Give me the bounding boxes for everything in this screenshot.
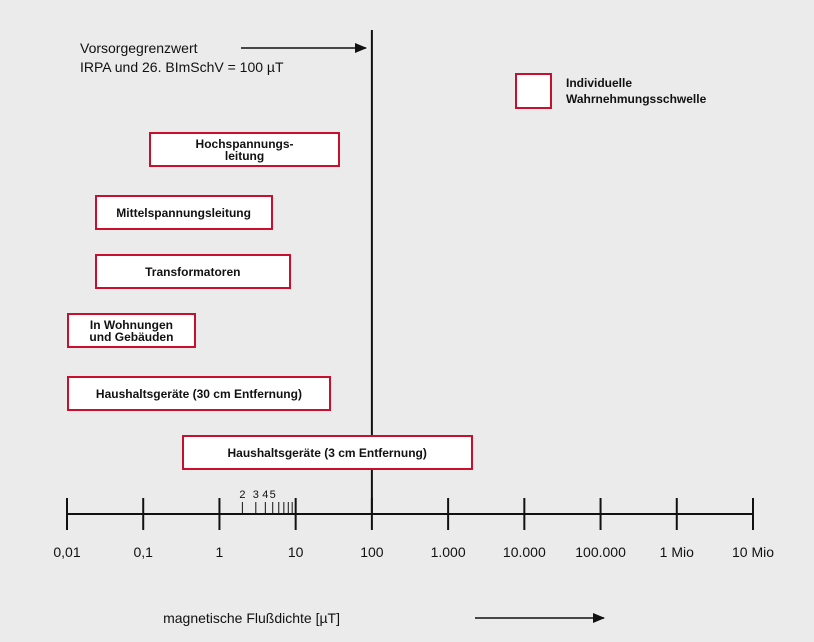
range-bar: In Wohnungen und Gebäuden	[67, 313, 196, 348]
minor-tick-label: 4	[262, 489, 268, 501]
x-tick-label: 1 Mio	[660, 544, 694, 560]
x-tick-label: 100	[360, 544, 384, 560]
minor-tick-label: 3	[253, 489, 259, 501]
range-bar: Mittelspannungsleitung	[94, 195, 273, 230]
minor-tick-label: 5	[270, 489, 276, 501]
range-bar: Haushaltsgeräte (30 cm Entfernung)	[67, 376, 331, 411]
x-tick-label: 10 Mio	[732, 544, 774, 560]
bar-label: In Wohnungen und Gebäuden	[89, 317, 174, 344]
bar-label: Transformatoren	[145, 264, 241, 279]
annotation: IRPA und 26. BImSchV = 100 µT	[80, 59, 284, 75]
x-tick-label: 10.000	[503, 544, 546, 560]
x-axis-label: magnetische Flußdichte [µT]	[163, 610, 340, 626]
x-tick-label: 1.000	[431, 544, 466, 560]
x-tick-label: 10	[288, 544, 304, 560]
range-bar: Haushaltsgeräte (3 cm Entfernung)	[181, 435, 473, 470]
bar-label: Hochspannungs- leitung	[195, 136, 294, 163]
x-tick-label: 100.000	[575, 544, 626, 560]
range-bar: Transformatoren	[94, 254, 292, 289]
legend-label: Individuelle Wahrnehmungsschwelle	[566, 76, 707, 106]
legend-swatch	[515, 73, 552, 109]
x-tick-label: 1	[216, 544, 224, 560]
minor-tick-label: 2	[239, 489, 245, 501]
annotation: Vorsorgegrenzwert	[80, 40, 198, 56]
x-tick-label: 0,1	[133, 544, 153, 560]
bar-label: Haushaltsgeräte (3 cm Entfernung)	[227, 445, 427, 460]
x-tick-label: 0,01	[53, 544, 80, 560]
range-bar: Hochspannungs- leitung	[149, 132, 340, 167]
bar-label: Haushaltsgeräte (30 cm Entfernung)	[95, 386, 302, 401]
bar-label: Mittelspannungsleitung	[116, 205, 251, 220]
